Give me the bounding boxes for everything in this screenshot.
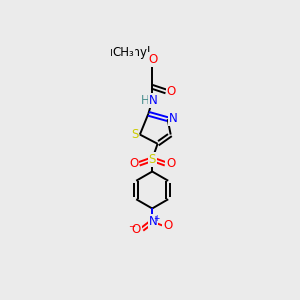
Text: N: N bbox=[148, 215, 158, 228]
Text: N: N bbox=[169, 112, 177, 125]
Text: S: S bbox=[148, 153, 156, 166]
Text: O: O bbox=[166, 157, 175, 170]
Text: O: O bbox=[167, 85, 176, 98]
Text: S: S bbox=[131, 128, 138, 141]
Text: −: − bbox=[128, 222, 135, 231]
Text: CH₃: CH₃ bbox=[113, 46, 134, 59]
Text: O: O bbox=[129, 157, 138, 170]
Text: N: N bbox=[149, 94, 158, 107]
Text: O: O bbox=[163, 219, 172, 232]
Text: methyl: methyl bbox=[110, 46, 151, 59]
Text: O: O bbox=[148, 52, 158, 66]
Text: O: O bbox=[131, 223, 141, 236]
Text: +: + bbox=[154, 214, 160, 223]
Text: H: H bbox=[141, 94, 150, 107]
